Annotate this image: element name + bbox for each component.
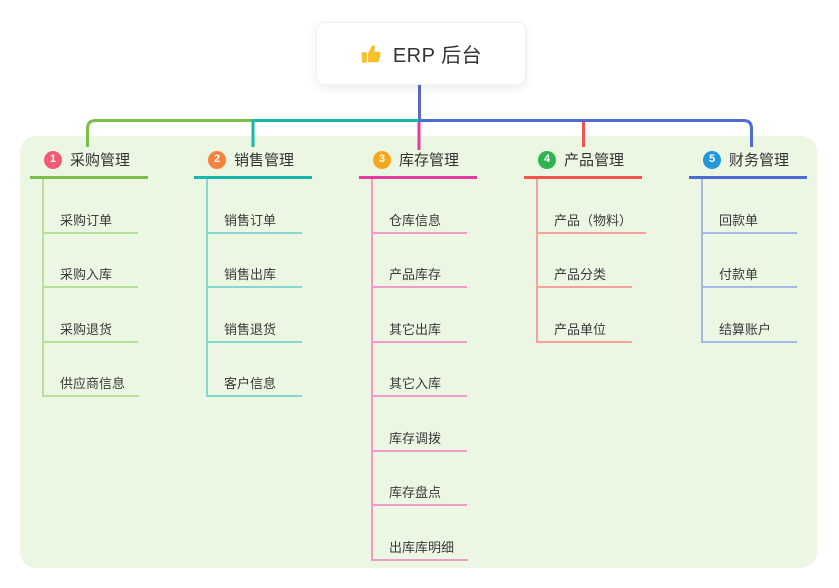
- leaf-node[interactable]: 结算账户: [703, 288, 797, 343]
- leaf-label: 采购退货: [60, 321, 113, 337]
- leaf-node[interactable]: 客户信息: [208, 343, 302, 397]
- leaf-label: 客户信息: [224, 376, 277, 391]
- leaf-label: 供应商信息: [60, 376, 126, 391]
- leaf-node[interactable]: 仓库信息: [373, 179, 467, 234]
- leaf-node[interactable]: 采购入库: [44, 234, 138, 288]
- leaf-node[interactable]: 其它出库: [373, 288, 467, 343]
- leaf-node[interactable]: 销售出库: [208, 234, 302, 288]
- leaf-node[interactable]: 回款单: [703, 179, 797, 234]
- branch-finance-management: 5 财务管理 回款单付款单结算账户: [689, 148, 839, 343]
- branch-children: 回款单付款单结算账户: [701, 179, 839, 343]
- branch-label: 产品管理: [564, 152, 625, 169]
- leaf-label: 销售订单: [224, 212, 277, 228]
- leaf-label: 其它入库: [389, 376, 442, 391]
- branch-children: 销售订单销售出库销售退货客户信息: [206, 179, 344, 397]
- leaf-label: 仓库信息: [389, 212, 442, 228]
- leaf-node[interactable]: 产品（物料）: [538, 179, 647, 234]
- leaf-node[interactable]: 供应商信息: [44, 343, 140, 397]
- leaf-label: 采购订单: [60, 212, 113, 228]
- leaf-label: 出库库明细: [389, 539, 455, 555]
- leaf-label: 回款单: [719, 212, 759, 228]
- branch-product-management: 4 产品管理 产品（物料） 产品分类产品单位: [524, 148, 674, 343]
- branch-title-node[interactable]: 1 采购管理: [30, 148, 148, 179]
- leaf-label: 库存盘点: [389, 485, 442, 500]
- leaf-node[interactable]: 采购订单: [44, 179, 138, 234]
- leaf-node[interactable]: 采购退货: [44, 288, 138, 343]
- badge-number: 4: [538, 150, 556, 169]
- branch-label: 财务管理: [729, 152, 790, 169]
- leaf-label: 结算账户: [719, 321, 772, 337]
- branch-purchase-management: 1 采购管理 采购订单采购入库采购退货供应商信息: [30, 148, 180, 397]
- leaf-label: 产品库存: [389, 267, 442, 282]
- leaf-node[interactable]: 库存调拨: [373, 397, 467, 452]
- leaf-label: 付款单: [719, 267, 759, 282]
- leaf-node[interactable]: 产品分类: [538, 234, 632, 288]
- leaf-node[interactable]: 产品库存: [373, 234, 467, 288]
- badge-number: 1: [44, 150, 62, 169]
- branch-title-node[interactable]: 3 库存管理: [359, 148, 477, 179]
- branch-label: 采购管理: [70, 152, 131, 169]
- branch-title-node[interactable]: 4 产品管理: [524, 148, 642, 179]
- leaf-node[interactable]: 库存盘点: [373, 452, 467, 506]
- thumbs-up-icon: [361, 44, 381, 63]
- branch-title-node[interactable]: 5 财务管理: [689, 148, 807, 179]
- leaf-label: 产品分类: [554, 267, 607, 282]
- branch-inventory-management: 3 库存管理 仓库信息产品库存其它出库其它入库库存调拨库存盘点出库库明细: [359, 148, 509, 561]
- badge-number: 3: [373, 150, 391, 169]
- leaf-node[interactable]: 其它入库: [373, 343, 467, 397]
- leaf-node[interactable]: 付款单: [703, 234, 797, 288]
- leaf-node[interactable]: 销售退货: [208, 288, 302, 343]
- branch-sales-management: 2 销售管理 销售订单销售出库销售退货客户信息: [194, 148, 344, 397]
- branch-label: 库存管理: [399, 152, 460, 169]
- leaf-label: 库存调拨: [389, 430, 442, 446]
- leaf-label: 销售出库: [224, 267, 277, 282]
- leaf-label: 产品（物料）: [554, 212, 633, 228]
- leaf-node[interactable]: 产品单位: [538, 288, 632, 343]
- branch-children: 产品（物料） 产品分类产品单位: [536, 179, 674, 343]
- branch-children: 仓库信息产品库存其它出库其它入库库存调拨库存盘点出库库明细: [371, 179, 509, 561]
- branch-label: 销售管理: [234, 152, 295, 169]
- badge-number: 5: [703, 150, 721, 169]
- root-title: ERP 后台: [392, 45, 483, 67]
- root-node[interactable]: ERP 后台: [316, 22, 526, 85]
- leaf-node[interactable]: 出库库明细: [373, 506, 469, 561]
- branches-panel: [20, 136, 817, 568]
- badge-number: 2: [208, 150, 226, 169]
- leaf-label: 其它出库: [389, 321, 442, 337]
- branch-children: 采购订单采购入库采购退货供应商信息: [42, 179, 180, 397]
- leaf-label: 采购入库: [60, 267, 113, 282]
- leaf-label: 产品单位: [554, 321, 607, 337]
- leaf-label: 销售退货: [224, 321, 277, 337]
- leaf-node[interactable]: 销售订单: [208, 179, 302, 234]
- branch-title-node[interactable]: 2 销售管理: [194, 148, 312, 179]
